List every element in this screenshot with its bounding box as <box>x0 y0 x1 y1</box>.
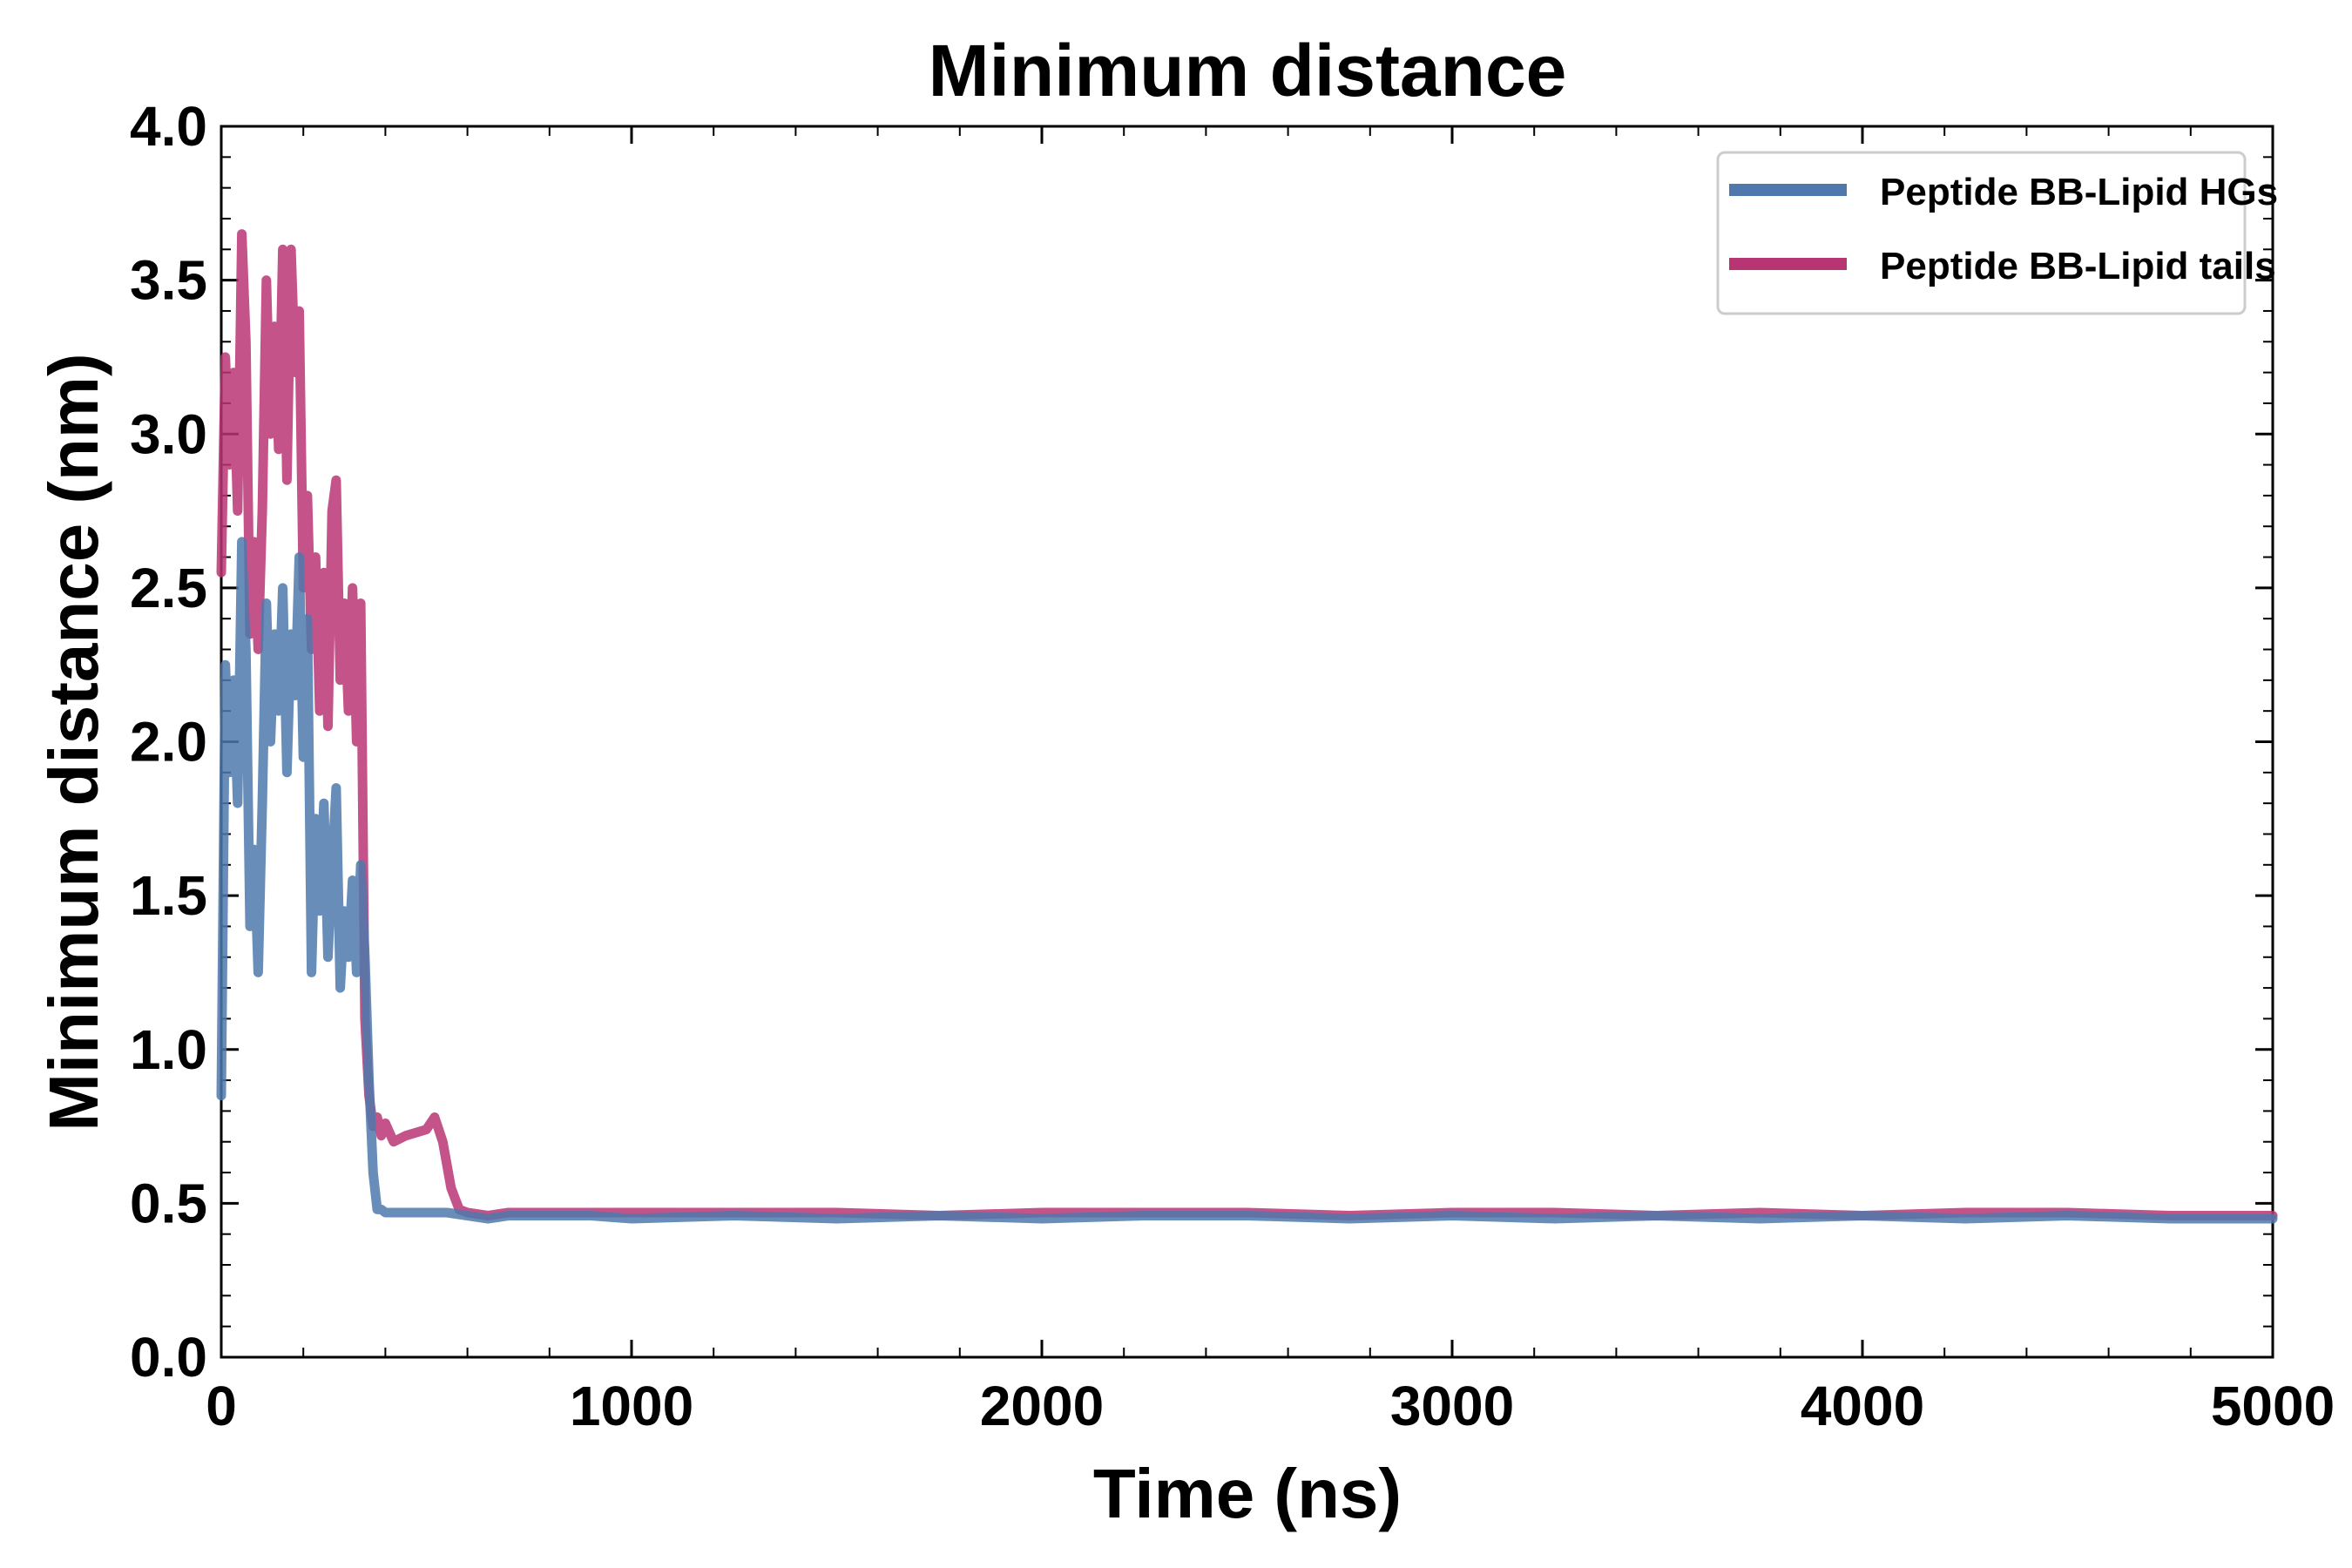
x-tick-labels: 0 1000 2000 3000 4000 5000 <box>206 1375 2335 1437</box>
y-tick-label: 0.0 <box>130 1326 207 1389</box>
x-tick-label: 3000 <box>1390 1375 1514 1437</box>
legend-label-tails: Peptide BB-Lipid tails <box>1880 245 2276 287</box>
y-axis-label: Minimum distance (nm) <box>35 353 112 1131</box>
y-tick-label: 3.5 <box>130 249 207 312</box>
y-tick-label: 0.5 <box>130 1172 207 1234</box>
y-tick-label: 2.5 <box>130 557 207 619</box>
series-line-hgs <box>216 537 2278 1224</box>
plot-area <box>216 125 2278 1359</box>
x-axis-label: Time (ns) <box>1093 1455 1402 1532</box>
y-tick-label: 4.0 <box>130 95 207 158</box>
x-tick-label: 1000 <box>570 1375 693 1437</box>
legend-box <box>1716 151 2247 315</box>
y-tick-label: 2.0 <box>130 711 207 774</box>
y-tick-label: 1.5 <box>130 864 207 927</box>
y-tick-label: 3.0 <box>130 402 207 465</box>
series-lines <box>216 229 2278 1224</box>
y-tick-label: 1.0 <box>130 1018 207 1081</box>
x-tick-label: 2000 <box>980 1375 1104 1437</box>
x-tick-label: 4000 <box>1801 1375 1924 1437</box>
chart-title: Minimum distance <box>929 30 1567 112</box>
x-tick-label: 5000 <box>2211 1375 2335 1437</box>
y-tick-labels: 0.0 0.5 1.0 1.5 2.0 2.5 3.0 3.5 4.0 <box>130 95 207 1389</box>
legend-label-hgs: Peptide BB-Lipid HGs <box>1880 171 2278 213</box>
x-tick-label: 0 <box>206 1375 237 1437</box>
legend: Peptide BB-Lipid HGs Peptide BB-Lipid ta… <box>1716 151 2278 315</box>
series-line-tails <box>216 229 2278 1220</box>
